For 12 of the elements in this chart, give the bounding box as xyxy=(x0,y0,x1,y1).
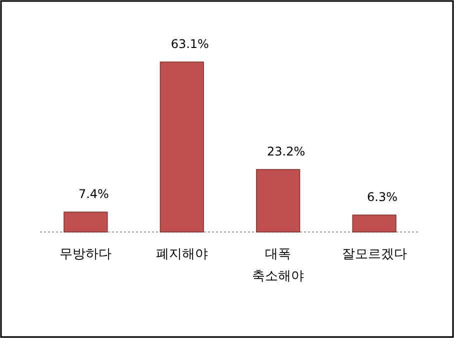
x-tick-label: 무방하다 xyxy=(60,247,112,262)
data-label: 23.2% xyxy=(267,144,306,158)
bar xyxy=(352,214,396,232)
data-label: 63.1% xyxy=(170,37,209,51)
data-label: 6.3% xyxy=(367,190,398,204)
bar xyxy=(64,212,108,232)
x-tick-label: 대폭 축소해야 xyxy=(252,247,304,284)
bar xyxy=(160,62,204,232)
bar xyxy=(256,169,300,232)
x-tick-label: 폐지해야 xyxy=(156,247,208,262)
data-label: 7.4% xyxy=(78,187,109,202)
x-tick-label: 잘모르겠다 xyxy=(342,247,407,262)
